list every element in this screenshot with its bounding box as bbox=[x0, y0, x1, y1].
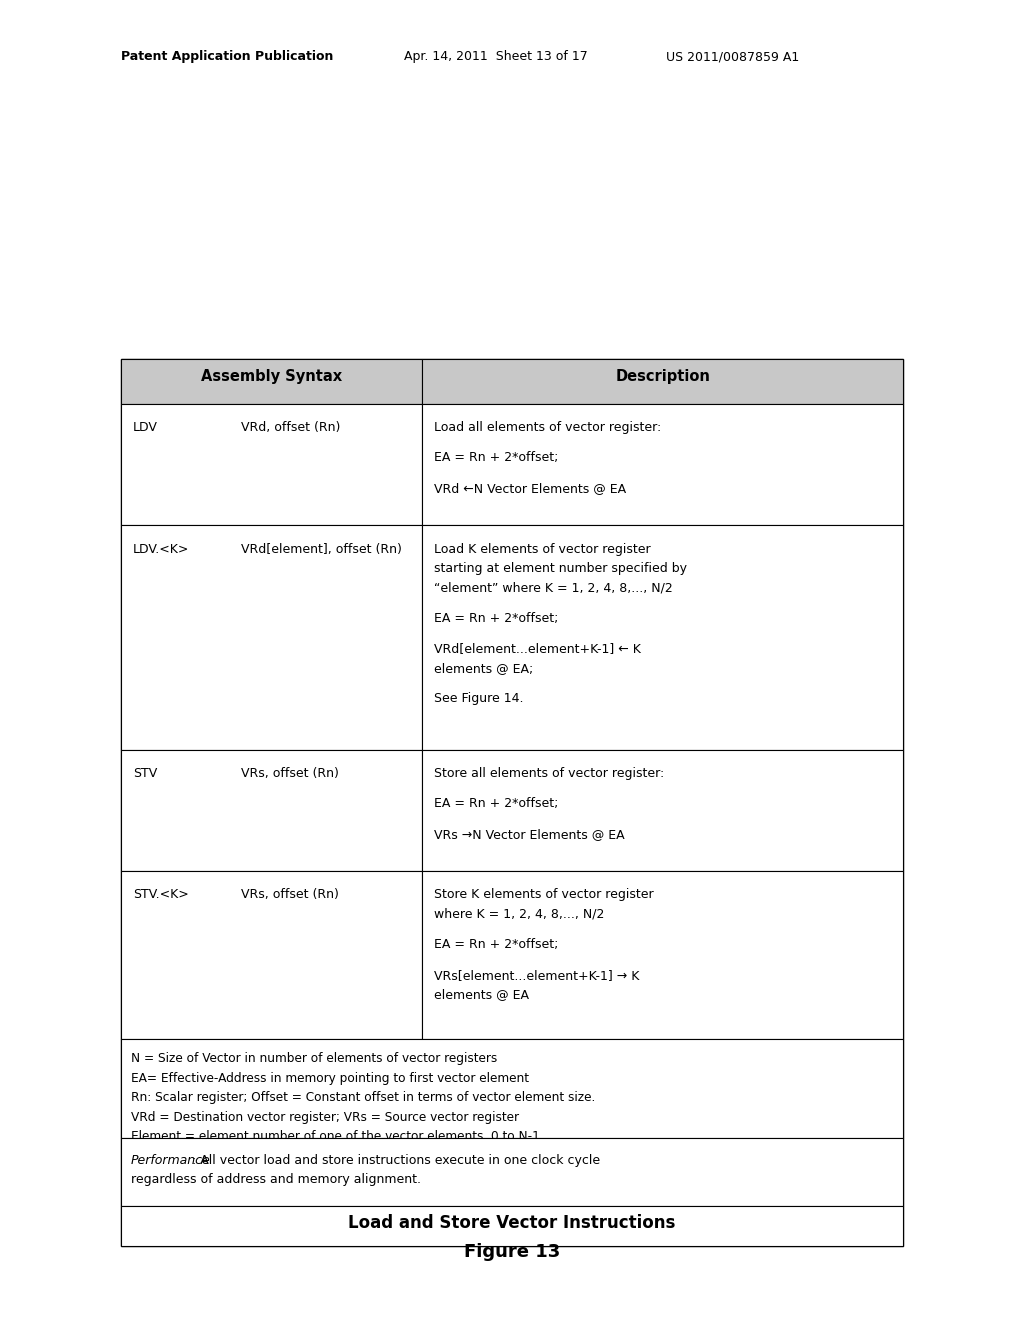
Bar bbox=[422, 359, 903, 404]
Bar bbox=[121, 1039, 903, 1138]
Text: VRd ←N Vector Elements @ EA: VRd ←N Vector Elements @ EA bbox=[434, 482, 627, 495]
Text: VRs, offset (Rn): VRs, offset (Rn) bbox=[242, 888, 339, 902]
Text: VRd[element], offset (Rn): VRd[element], offset (Rn) bbox=[242, 543, 402, 556]
Text: VRd = Destination vector register; VRs = Source vector register: VRd = Destination vector register; VRs =… bbox=[131, 1110, 519, 1123]
Text: Element = element number of one of the vector elements, 0 to N-1.: Element = element number of one of the v… bbox=[131, 1130, 544, 1143]
Text: elements @ EA;: elements @ EA; bbox=[434, 661, 534, 675]
Text: EA = Rn + 2*offset;: EA = Rn + 2*offset; bbox=[434, 451, 559, 465]
Text: : All vector load and store instructions execute in one clock cycle: : All vector load and store instructions… bbox=[193, 1154, 600, 1167]
Text: VRs →N Vector Elements @ EA: VRs →N Vector Elements @ EA bbox=[434, 828, 625, 841]
Text: Load K elements of vector register: Load K elements of vector register bbox=[434, 543, 651, 556]
Text: N = Size of Vector in number of elements of vector registers: N = Size of Vector in number of elements… bbox=[131, 1052, 498, 1065]
Text: Description: Description bbox=[615, 368, 710, 384]
Text: VRd, offset (Rn): VRd, offset (Rn) bbox=[242, 421, 341, 434]
Text: Load all elements of vector register:: Load all elements of vector register: bbox=[434, 421, 662, 434]
Bar bbox=[121, 404, 422, 525]
Bar bbox=[422, 525, 903, 750]
Bar bbox=[121, 1138, 903, 1206]
Text: Performance: Performance bbox=[131, 1154, 211, 1167]
Text: STV.<K>: STV.<K> bbox=[133, 888, 188, 902]
Text: Store all elements of vector register:: Store all elements of vector register: bbox=[434, 767, 665, 780]
Text: STV: STV bbox=[133, 767, 158, 780]
Bar bbox=[121, 359, 903, 1246]
Text: VRs[element...element+K-1] → K: VRs[element...element+K-1] → K bbox=[434, 969, 640, 982]
Bar bbox=[121, 359, 422, 404]
Bar bbox=[121, 750, 422, 871]
Text: elements @ EA: elements @ EA bbox=[434, 989, 529, 1001]
Text: starting at element number specified by: starting at element number specified by bbox=[434, 562, 687, 576]
Text: “element” where K = 1, 2, 4, 8,..., N/2: “element” where K = 1, 2, 4, 8,..., N/2 bbox=[434, 582, 673, 594]
Text: EA = Rn + 2*offset;: EA = Rn + 2*offset; bbox=[434, 612, 559, 624]
Bar bbox=[422, 871, 903, 1039]
Bar bbox=[121, 871, 422, 1039]
Text: regardless of address and memory alignment.: regardless of address and memory alignme… bbox=[131, 1173, 421, 1187]
Text: EA = Rn + 2*offset;: EA = Rn + 2*offset; bbox=[434, 939, 559, 952]
Text: VRd[element...element+K-1] ← K: VRd[element...element+K-1] ← K bbox=[434, 643, 641, 655]
Text: Load and Store Vector Instructions: Load and Store Vector Instructions bbox=[348, 1213, 676, 1232]
Bar bbox=[121, 1206, 903, 1246]
Text: EA= Effective-Address in memory pointing to first vector element: EA= Effective-Address in memory pointing… bbox=[131, 1072, 529, 1085]
Bar bbox=[422, 750, 903, 871]
Text: Assembly Syntax: Assembly Syntax bbox=[201, 368, 342, 384]
Text: LDV.<K>: LDV.<K> bbox=[133, 543, 189, 556]
Text: EA = Rn + 2*offset;: EA = Rn + 2*offset; bbox=[434, 797, 559, 810]
Text: Rn: Scalar register; Offset = Constant offset in terms of vector element size.: Rn: Scalar register; Offset = Constant o… bbox=[131, 1092, 595, 1104]
Text: VRs, offset (Rn): VRs, offset (Rn) bbox=[242, 767, 339, 780]
Bar bbox=[121, 525, 422, 750]
Text: where K = 1, 2, 4, 8,..., N/2: where K = 1, 2, 4, 8,..., N/2 bbox=[434, 908, 605, 921]
Text: US 2011/0087859 A1: US 2011/0087859 A1 bbox=[666, 50, 799, 63]
Text: LDV: LDV bbox=[133, 421, 158, 434]
Text: Figure 13: Figure 13 bbox=[464, 1243, 560, 1262]
Text: Apr. 14, 2011  Sheet 13 of 17: Apr. 14, 2011 Sheet 13 of 17 bbox=[404, 50, 588, 63]
Bar bbox=[422, 404, 903, 525]
Text: Store K elements of vector register: Store K elements of vector register bbox=[434, 888, 654, 902]
Text: See Figure 14.: See Figure 14. bbox=[434, 692, 524, 705]
Text: Patent Application Publication: Patent Application Publication bbox=[121, 50, 333, 63]
